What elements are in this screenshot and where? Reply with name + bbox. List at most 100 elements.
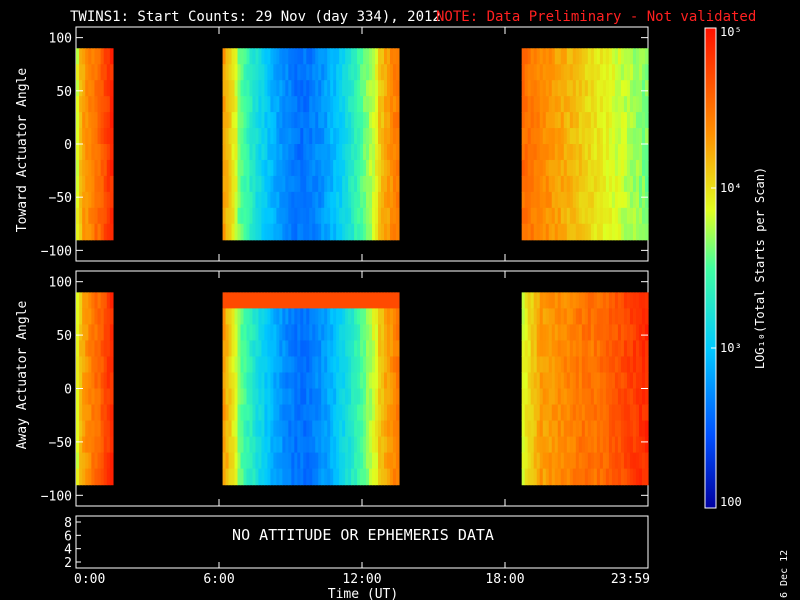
heat-cell (542, 340, 547, 358)
heat-cell (240, 128, 245, 145)
heat-cell (566, 112, 571, 129)
heat-cell (255, 372, 260, 390)
heat-cell (596, 144, 601, 161)
heat-cell (279, 159, 283, 177)
heat-cell (386, 64, 391, 81)
heat-cell (351, 340, 355, 358)
heat-cell (97, 308, 102, 326)
heat-cell (530, 324, 535, 342)
heat-cell (614, 372, 619, 390)
data-interval (222, 292, 400, 486)
heat-cell (566, 48, 571, 65)
heat-cell (351, 191, 355, 209)
heat-cell (103, 324, 108, 342)
heat-cell (533, 144, 538, 161)
heat-cell (611, 388, 616, 406)
heat-cell (306, 96, 310, 113)
heat-cell (249, 112, 254, 129)
heat-cell (623, 223, 628, 241)
heat-cell (566, 159, 571, 177)
heat-cell (366, 144, 370, 161)
heat-cell (357, 436, 361, 454)
heat-cell (327, 223, 331, 241)
heat-cell (378, 64, 382, 81)
heat-cell (641, 324, 646, 342)
heat-cell (348, 207, 352, 225)
heat-cell (76, 308, 80, 326)
heat-cell (375, 388, 379, 406)
heat-cell (530, 404, 535, 422)
heat-cell (258, 436, 263, 454)
heat-cell (234, 292, 239, 309)
heat-cell (288, 112, 292, 129)
heat-cell (351, 207, 355, 225)
heat-cell (542, 223, 547, 241)
heat-cell (620, 308, 625, 326)
heat-cell (249, 48, 254, 65)
heat-cell (572, 436, 577, 454)
heat-cell (94, 372, 99, 390)
heat-cell (557, 144, 562, 161)
heat-cell (587, 356, 592, 374)
heat-cell (285, 96, 289, 113)
heat-cell (605, 191, 610, 209)
heat-cell (261, 223, 266, 241)
heat-cell (521, 292, 526, 309)
heat-cell (300, 468, 304, 486)
heat-cell (602, 388, 607, 406)
heat-cell (599, 372, 604, 390)
heat-cell (566, 80, 571, 97)
heat-cell (575, 436, 580, 454)
heat-cell (324, 48, 328, 65)
heat-cell (590, 64, 595, 81)
heat-cell (554, 159, 559, 177)
heat-cell (333, 144, 337, 161)
heat-cell (629, 175, 634, 193)
heat-cell (336, 80, 340, 97)
heat-cell (97, 144, 102, 161)
heat-cell (560, 436, 565, 454)
heat-cell (641, 128, 646, 145)
heat-cell (395, 388, 400, 406)
heat-cell (85, 388, 89, 406)
heat-cell (560, 388, 565, 406)
heat-cell (563, 372, 568, 390)
heat-cell (551, 191, 556, 209)
heat-cell (249, 388, 254, 406)
heat-cell (587, 388, 592, 406)
heat-cell (360, 112, 364, 129)
heat-cell (85, 420, 89, 438)
heat-cell (560, 324, 565, 342)
heat-cell (267, 356, 271, 374)
heat-cell (372, 96, 376, 113)
heat-cell (273, 96, 277, 113)
heat-cell (327, 420, 331, 438)
heat-cell (82, 144, 86, 161)
heat-cell (375, 372, 379, 390)
heat-cell (321, 112, 325, 129)
heat-cell (82, 356, 86, 374)
heat-cell (231, 404, 236, 422)
heat-cell (82, 420, 86, 438)
heat-cell (384, 324, 388, 342)
heat-cell (318, 96, 322, 113)
heat-cell (285, 356, 289, 374)
heat-cell (608, 159, 613, 177)
heat-cell (240, 144, 245, 161)
heat-cell (76, 420, 80, 438)
heat-cell (285, 324, 289, 342)
heat-cell (297, 191, 301, 209)
heat-cell (285, 144, 289, 161)
heat-cell (617, 159, 622, 177)
heat-cell (530, 159, 535, 177)
heat-cell (384, 175, 388, 193)
heat-cell (581, 64, 586, 81)
heat-cell (255, 452, 260, 470)
heat-cell (569, 80, 574, 97)
heat-cell (563, 420, 568, 438)
heat-cell (626, 48, 631, 65)
heat-cell (392, 175, 397, 193)
heat-cell (641, 159, 646, 177)
heat-cell (548, 64, 553, 81)
heat-cell (392, 223, 397, 241)
